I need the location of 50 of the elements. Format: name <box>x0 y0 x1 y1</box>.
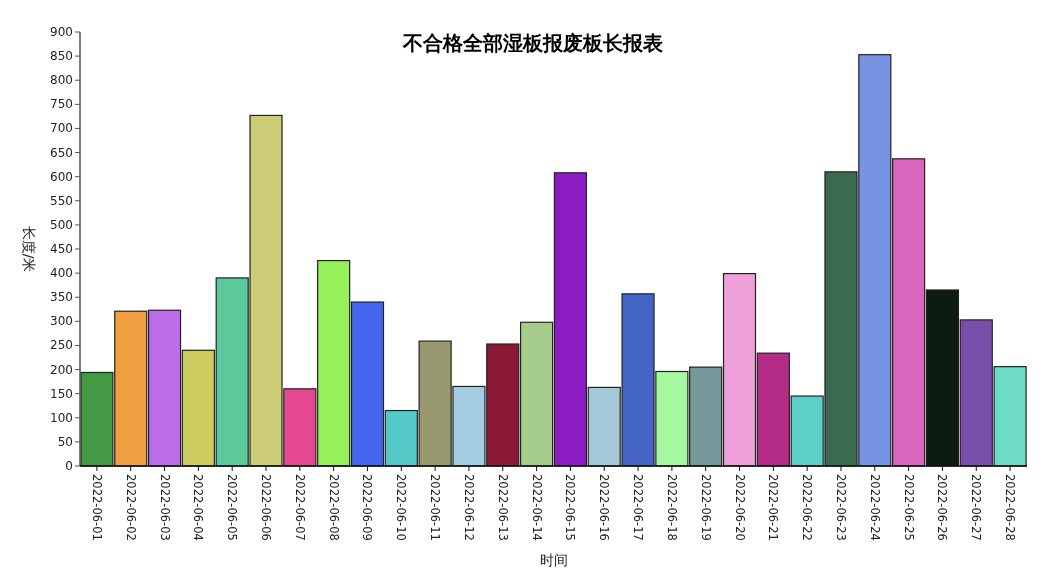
x-tick-label: 2022-06-01 <box>89 474 104 541</box>
y-tick-label: 900 <box>50 25 73 39</box>
x-tick-label: 2022-06-04 <box>191 474 206 541</box>
y-axis-title: 长度/米 <box>21 225 37 273</box>
x-tick-label: 2022-06-23 <box>833 474 848 541</box>
x-tick-label: 2022-06-09 <box>360 474 375 541</box>
x-tick-label: 2022-06-05 <box>225 474 240 541</box>
y-tick-label: 750 <box>50 97 73 112</box>
y-tick-label: 250 <box>50 338 73 353</box>
x-tick-label: 2022-06-22 <box>800 474 815 541</box>
y-tick-label: 400 <box>50 266 73 281</box>
x-tick-label: 2022-06-03 <box>157 474 172 541</box>
x-tick-label: 2022-06-21 <box>766 474 781 541</box>
y-tick-label: 700 <box>50 121 73 136</box>
chart-title: 不合格全部湿板报废板长报表 <box>402 32 663 54</box>
y-tick-label: 300 <box>50 314 73 329</box>
y-tick-label: 650 <box>50 145 73 160</box>
y-tick-label: 500 <box>50 217 73 232</box>
x-tick-label: 2022-06-16 <box>597 474 612 541</box>
y-tick-label: 50 <box>57 434 73 449</box>
y-tick-label: 100 <box>50 410 73 425</box>
x-tick-label: 2022-06-08 <box>326 474 341 541</box>
x-tick-label: 2022-06-15 <box>563 474 578 541</box>
y-tick-label: 800 <box>50 73 73 88</box>
y-tick-label: 850 <box>50 49 73 64</box>
x-tick-label: 2022-06-07 <box>292 474 307 541</box>
y-tick-label: 200 <box>50 362 73 377</box>
x-tick-label: 2022-06-14 <box>529 474 544 541</box>
x-tick-label: 2022-06-25 <box>901 474 916 541</box>
y-tick-label: 550 <box>50 193 73 208</box>
x-axis-title: 时间 <box>539 552 568 568</box>
y-tick-label: 350 <box>50 290 73 305</box>
y-tick-label: 450 <box>50 242 73 256</box>
x-tick-label: 2022-06-24 <box>867 474 882 541</box>
x-tick-label: 2022-06-27 <box>969 474 984 541</box>
y-tick-label: 150 <box>50 386 73 401</box>
x-tick-label: 2022-06-20 <box>732 474 747 541</box>
y-tick-label: 600 <box>50 169 73 184</box>
x-tick-label: 2022-06-26 <box>935 474 950 541</box>
x-tick-label: 2022-06-10 <box>394 474 409 541</box>
x-tick-label: 2022-06-06 <box>259 474 274 541</box>
x-tick-label: 2022-06-02 <box>123 474 138 541</box>
x-tick-label: 2022-06-28 <box>1003 474 1018 541</box>
x-tick-label: 2022-06-17 <box>631 474 646 541</box>
x-tick-label: 2022-06-19 <box>698 474 713 541</box>
y-tick-label: 0 <box>65 459 73 473</box>
x-tick-label: 2022-06-18 <box>664 474 679 541</box>
x-tick-label: 2022-06-11 <box>428 474 443 541</box>
x-tick-label: 2022-06-12 <box>461 474 476 541</box>
x-tick-label: 2022-06-13 <box>495 474 510 541</box>
